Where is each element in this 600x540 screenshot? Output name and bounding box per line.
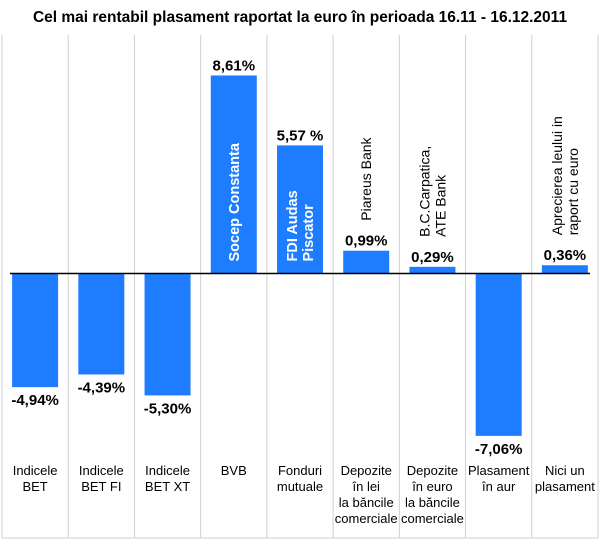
category-label: la băncile	[405, 495, 460, 510]
value-label: 0,99%	[345, 233, 388, 250]
category-label: la băncile	[339, 495, 394, 510]
category-label: în lei	[351, 479, 380, 494]
bar	[78, 273, 125, 375]
category-label: Fonduri	[278, 463, 322, 478]
bar-annotation: raport cu euro	[565, 148, 581, 235]
category-label: BET FI	[81, 479, 121, 494]
bar	[409, 266, 456, 274]
bar	[541, 265, 588, 274]
bar-annotation: B.C.Carpatica,	[416, 146, 432, 237]
bar-annotation: FDI Audas	[285, 190, 301, 261]
value-label: 0,36%	[544, 247, 587, 264]
value-label: -7,06%	[475, 441, 523, 458]
bar	[210, 75, 257, 274]
category-label: plasament	[535, 479, 595, 494]
category-label: Indicele	[145, 463, 190, 478]
bar	[475, 273, 522, 436]
bar-annotations: Socep Constanta FDI Audas Piscator Piareus …	[227, 116, 581, 261]
category-label: Nici un	[545, 463, 585, 478]
bar-annotation: ATE Bank	[432, 174, 448, 237]
value-labels: -4,94% -4,39% -5,30% 8,61% 5,57 % 0,99% 0,29% -…	[11, 57, 586, 457]
category-label: BET XT	[145, 479, 190, 494]
bar-annotation: Socep Constanta	[227, 142, 243, 261]
bar-annotation: Piareus Bank	[358, 136, 374, 220]
category-label: în aur	[481, 479, 516, 494]
category-label: Depozite	[341, 463, 392, 478]
value-label: -4,94%	[11, 392, 59, 409]
value-label: -4,39%	[78, 379, 126, 396]
category-label: comerciale	[401, 511, 464, 526]
category-label: Indicele	[13, 463, 58, 478]
category-label: Depozite	[407, 463, 458, 478]
value-label: 8,61%	[213, 57, 256, 74]
value-label: -5,30%	[144, 400, 192, 417]
column-separators	[1, 35, 599, 539]
category-label: Indicele	[79, 463, 124, 478]
category-label: comerciale	[335, 511, 398, 526]
bar	[144, 273, 191, 396]
bar	[277, 145, 323, 274]
category-label: Plasament	[468, 463, 530, 478]
bar	[343, 250, 390, 274]
category-label: BVB	[221, 463, 247, 478]
bar-annotation: Piscator	[301, 204, 317, 262]
category-label: BET	[22, 479, 47, 494]
category-label: în euro	[411, 479, 452, 494]
value-label: 0,29%	[411, 249, 454, 266]
bar-annotation: Aprecierea leului in	[549, 116, 565, 235]
category-label: mutuale	[277, 479, 323, 494]
chart-title: Cel mai rentabil plasament raportat la e…	[33, 9, 568, 26]
value-label: 5,57 %	[277, 127, 324, 144]
bar	[12, 273, 59, 388]
bars	[12, 75, 588, 436]
